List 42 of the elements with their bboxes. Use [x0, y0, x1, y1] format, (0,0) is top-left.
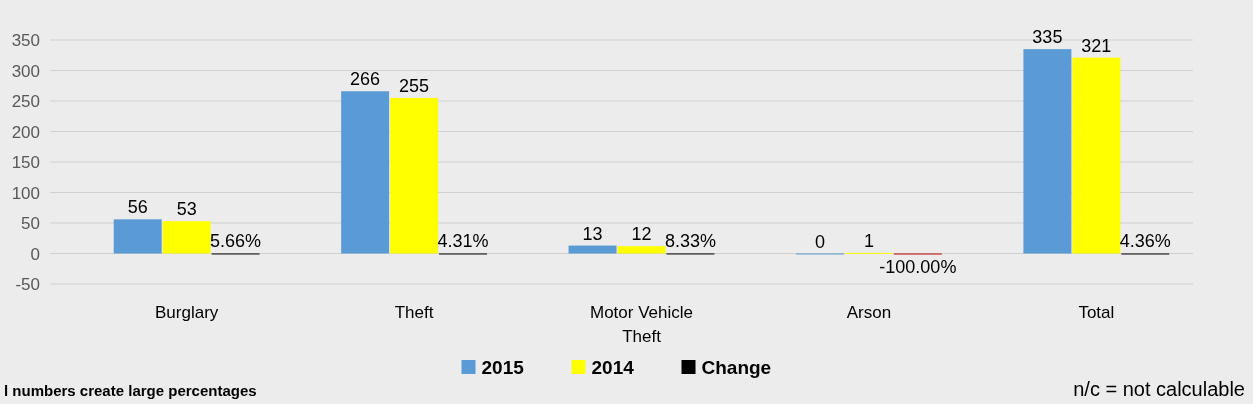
- bar: [1072, 57, 1121, 254]
- data-label: 5.66%: [210, 231, 262, 252]
- legend-label: 2015: [481, 357, 525, 378]
- y-tick-label: 200: [11, 122, 40, 142]
- data-label: 56: [127, 197, 148, 218]
- legend-label: 2014: [591, 357, 635, 378]
- x-tick-label: Arson: [846, 303, 892, 322]
- bar: [1023, 49, 1072, 254]
- y-tick-label: 300: [11, 61, 40, 81]
- bar: [568, 245, 617, 254]
- data-label: 8.33%: [664, 231, 716, 252]
- text: n/c = not calculable: [1073, 378, 1245, 400]
- data-label: 1: [863, 230, 874, 251]
- x-tick-label: Total: [1078, 303, 1115, 322]
- y-tick-label: -50: [15, 275, 40, 294]
- y-tick-label: 100: [11, 183, 40, 203]
- data-label: 0: [814, 231, 825, 252]
- y-tick-label: 350: [11, 31, 40, 50]
- x-tick-label: Theft: [394, 303, 434, 322]
- data-label: -100.00%: [879, 256, 957, 277]
- bar: [162, 221, 211, 254]
- data-label: 4.36%: [1119, 231, 1171, 252]
- data-label: 335: [1032, 27, 1063, 48]
- data-label: 13: [582, 223, 603, 244]
- bar: [113, 219, 162, 254]
- bar: [341, 91, 390, 254]
- data-label: 12: [631, 224, 652, 245]
- y-tick-label: 250: [11, 92, 40, 111]
- data-label: 266: [350, 69, 381, 90]
- y-tick-label: 50: [21, 214, 40, 233]
- y-tick-label: 150: [11, 153, 40, 172]
- data-label: 53: [176, 199, 197, 220]
- legend-label: Change: [701, 357, 772, 378]
- data-label: 255: [399, 75, 430, 96]
- data-label: 321: [1081, 35, 1112, 56]
- y-tick-label: 0: [30, 244, 40, 264]
- bar: [390, 97, 439, 254]
- text: l numbers create large percentages: [4, 382, 257, 399]
- data-label: 4.31%: [437, 231, 489, 252]
- x-tick-label: Motor Vehicle Theft: [590, 303, 693, 346]
- bar: [617, 246, 666, 254]
- x-tick-label: Burglary: [155, 303, 219, 322]
